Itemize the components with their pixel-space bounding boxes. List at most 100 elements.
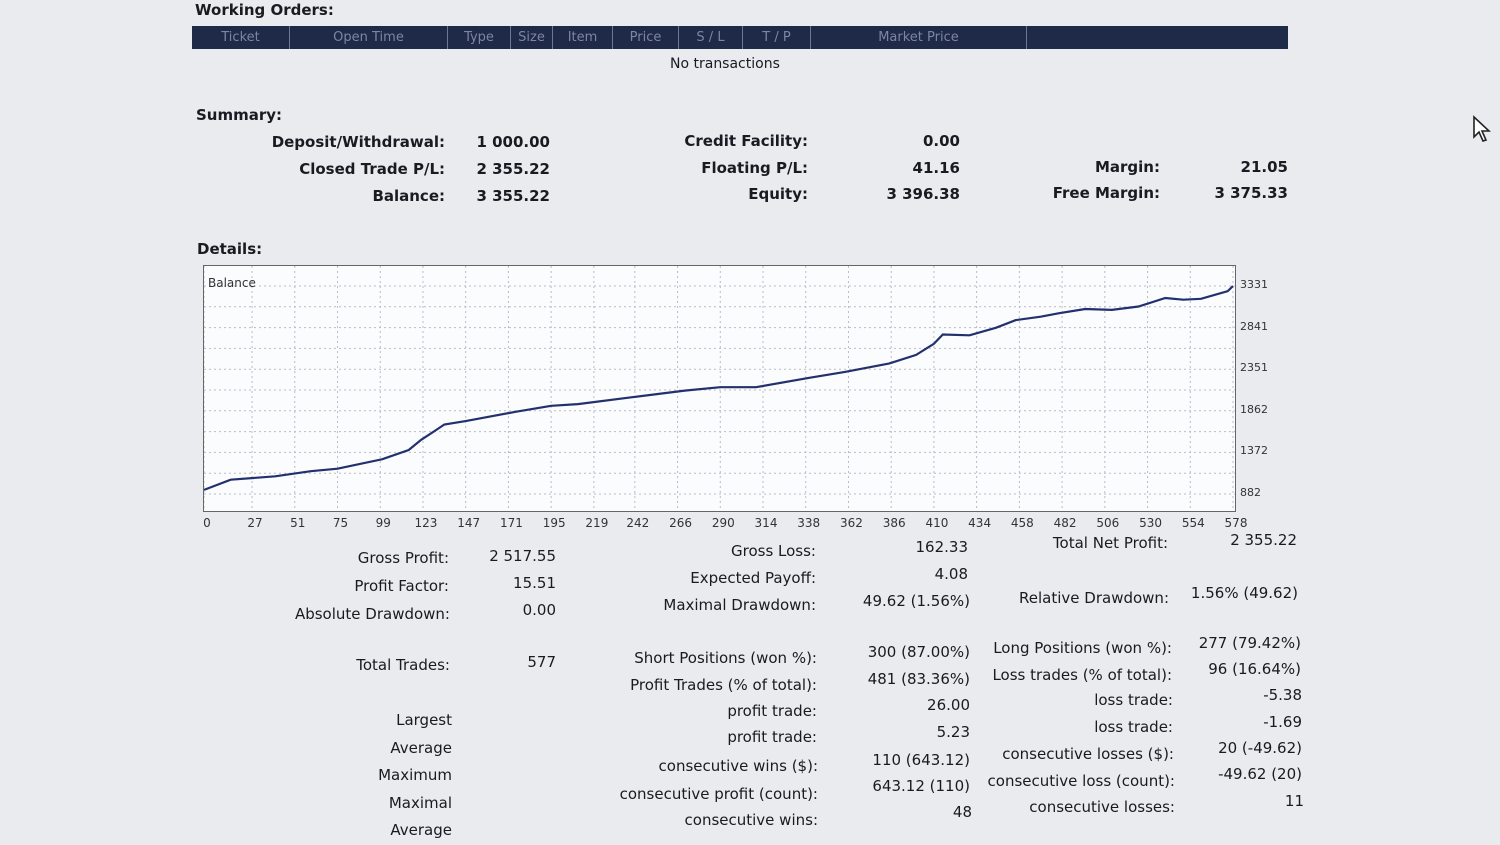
- credit-value: 0.00: [922, 132, 960, 150]
- col-price[interactable]: Price: [613, 26, 679, 49]
- balance-series-line: [204, 285, 1234, 491]
- absolute-drawdown-value: 0.00: [522, 601, 556, 619]
- long-positions-label: Long Positions (won %):: [993, 639, 1172, 657]
- gross-profit-value: 2 517.55: [489, 547, 556, 565]
- average-consecutive-wins-label: consecutive wins:: [684, 811, 818, 829]
- max-consecutive-losses-value: 20 (-49.62): [1218, 739, 1302, 757]
- balance-chart: Balance: [203, 265, 1236, 512]
- margin-value: 21.05: [1240, 158, 1288, 176]
- mouse-pointer-icon: [1473, 115, 1492, 142]
- x-tick-label: 99: [375, 516, 391, 530]
- average-loss-trade-label: loss trade:: [1094, 718, 1173, 736]
- expected-payoff-value: 4.08: [934, 565, 968, 583]
- maximal-consecutive-profit-label: consecutive profit (count):: [619, 785, 818, 803]
- no-transactions-text: No transactions: [670, 56, 780, 72]
- total-net-profit-value: 2 355.22: [1230, 531, 1297, 549]
- expected-payoff-label: Expected Payoff:: [690, 569, 816, 587]
- maximal-consecutive-loss-value: -49.62 (20): [1218, 765, 1302, 783]
- maximal-label: Maximal: [388, 794, 452, 812]
- x-tick-label: 171: [499, 516, 523, 530]
- x-tick-label: 362: [840, 516, 863, 530]
- x-tick-label: 386: [882, 516, 906, 530]
- y-tick-label: 1372: [1240, 444, 1268, 458]
- average-label: Average: [390, 739, 452, 757]
- x-tick-label: 290: [711, 516, 735, 530]
- max-consecutive-wins-label: consecutive wins ($):: [658, 757, 818, 775]
- y-tick-label: 3331: [1240, 278, 1268, 291]
- chart-title: Balance: [208, 276, 256, 290]
- deposit-value: 1 000.00: [476, 133, 550, 151]
- x-tick-label: 458: [1010, 516, 1034, 530]
- col-item[interactable]: Item: [553, 26, 613, 49]
- profit-trades-label: Profit Trades (% of total):: [630, 676, 817, 694]
- maximal-consecutive-loss-label: consecutive loss (count):: [987, 772, 1175, 790]
- loss-trades-label: Loss trades (% of total):: [992, 666, 1172, 684]
- balance-label: Balance:: [372, 187, 445, 205]
- y-tick-label: 882: [1240, 486, 1261, 499]
- average-consecutive-wins-value: 48: [952, 803, 972, 821]
- closed-pl-value: 2 355.22: [476, 160, 550, 178]
- profit-factor-value: 15.51: [513, 574, 556, 592]
- floating-label: Floating P/L:: [701, 159, 808, 177]
- col-sl[interactable]: S / L: [679, 26, 743, 49]
- max-consecutive-wins-value: 110 (643.12): [872, 751, 970, 769]
- x-tick-label: 410: [925, 516, 949, 530]
- y-tick-label: 2841: [1240, 319, 1268, 333]
- relative-drawdown-value: 1.56% (49.62): [1190, 584, 1298, 602]
- relative-drawdown-label: Relative Drawdown:: [1019, 589, 1169, 607]
- orders-table-header: Ticket Open Time Type Size Item Price S …: [192, 26, 1288, 49]
- maximal-drawdown-value: 49.62 (1.56%): [862, 592, 970, 610]
- x-tick-label: 554: [1181, 516, 1205, 530]
- equity-value: 3 396.38: [886, 185, 960, 203]
- col-tp[interactable]: T / P: [743, 26, 811, 49]
- x-tick-label: 27: [247, 516, 263, 530]
- average-consecutive-losses-label: consecutive losses:: [1029, 798, 1175, 816]
- margin-label: Margin:: [1094, 158, 1160, 176]
- free-margin-label: Free Margin:: [1052, 184, 1160, 202]
- x-tick-label: 219: [585, 516, 609, 530]
- x-tick-label: 578: [1224, 516, 1248, 530]
- col-type[interactable]: Type: [448, 26, 511, 49]
- closed-pl-label: Closed Trade P/L:: [299, 160, 445, 178]
- chart-grid: [204, 266, 1235, 511]
- x-tick-label: 482: [1053, 516, 1077, 530]
- summary-title: Summary:: [196, 106, 283, 124]
- x-tick-label: 0: [203, 516, 211, 530]
- loss-trades-value: 96 (16.64%): [1208, 660, 1301, 678]
- free-margin-value: 3 375.33: [1214, 184, 1288, 202]
- maximum-label: Maximum: [378, 766, 452, 784]
- col-size[interactable]: Size: [511, 26, 553, 49]
- maximal-consecutive-profit-value: 643.12 (110): [872, 777, 970, 795]
- average-profit-trade-value: 5.23: [936, 723, 970, 741]
- profit-factor-label: Profit Factor:: [354, 577, 449, 595]
- long-positions-value: 277 (79.42%): [1198, 634, 1301, 652]
- x-tick-label: 242: [626, 516, 650, 530]
- col-market-price[interactable]: Market Price: [811, 26, 1027, 49]
- x-tick-label: 123: [414, 516, 438, 530]
- x-tick-label: 75: [332, 516, 349, 530]
- x-tick-label: 195: [542, 516, 566, 530]
- short-positions-label: Short Positions (won %):: [634, 649, 817, 667]
- deposit-label: Deposit/Withdrawal:: [271, 133, 445, 151]
- x-tick-label: 338: [797, 516, 821, 530]
- floating-value: 41.16: [912, 159, 960, 177]
- average-consecutive-losses-value: 11: [1284, 792, 1304, 810]
- y-tick-label: 1862: [1240, 402, 1268, 416]
- y-tick-label: 2351: [1240, 361, 1268, 375]
- x-tick-label: 51: [290, 516, 306, 530]
- x-tick-label: 434: [968, 516, 992, 530]
- max-consecutive-losses-label: consecutive losses ($):: [1002, 745, 1174, 763]
- col-blank: [1027, 26, 1288, 49]
- x-tick-label: 147: [457, 516, 481, 530]
- total-trades-label: Total Trades:: [356, 656, 450, 674]
- average-loss-trade-value: -1.69: [1263, 713, 1302, 731]
- average2-label: Average: [390, 821, 452, 839]
- col-open-time[interactable]: Open Time: [290, 26, 448, 49]
- col-ticket[interactable]: Ticket: [192, 26, 290, 49]
- x-tick-label: 266: [669, 516, 692, 530]
- credit-label: Credit Facility:: [684, 132, 808, 150]
- total-trades-value: 577: [527, 653, 556, 671]
- largest-loss-trade-label: loss trade:: [1094, 691, 1173, 709]
- largest-loss-trade-value: -5.38: [1263, 686, 1302, 704]
- total-net-profit-label: Total Net Profit:: [1052, 534, 1168, 552]
